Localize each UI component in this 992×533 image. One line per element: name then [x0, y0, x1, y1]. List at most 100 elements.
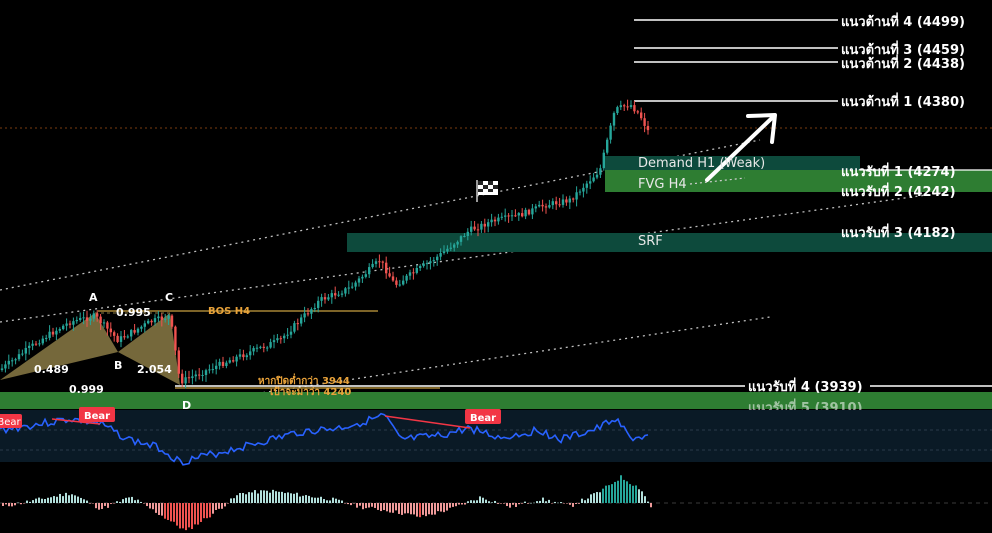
candle-body	[249, 351, 252, 356]
candle-body	[405, 275, 408, 281]
channel-line-lower	[179, 316, 771, 406]
macd-bar	[566, 503, 568, 504]
macd-bar	[257, 493, 259, 503]
candle-body	[245, 355, 248, 358]
macd-bar	[242, 492, 244, 503]
bear-badge-2: Bear	[79, 407, 115, 422]
candle-body	[323, 297, 327, 300]
macd-bar	[191, 503, 193, 530]
candle-body	[602, 152, 605, 169]
candle-body	[204, 370, 208, 375]
macd-bar	[557, 502, 559, 504]
macd-bar	[425, 503, 427, 517]
macd-bar	[410, 503, 412, 515]
resistance-4-label: แนวต้านที่ 4 (4499)	[841, 12, 965, 30]
candle-body	[58, 329, 61, 331]
macd-bar	[83, 499, 85, 503]
macd-bar	[614, 481, 616, 503]
candle-body	[633, 105, 636, 112]
candle-body	[221, 361, 225, 367]
candle-body	[201, 374, 204, 376]
candle-body	[476, 229, 480, 231]
candle-body	[415, 268, 418, 273]
macd-bar	[218, 503, 220, 509]
candle-body	[48, 331, 51, 338]
harmonic-pattern-left-fill	[0, 313, 118, 380]
candle-body	[164, 318, 167, 320]
macd-bar	[5, 503, 7, 505]
candle-body	[215, 365, 218, 370]
resistance-1-label: แนวต้านที่ 1 (4380)	[841, 92, 965, 110]
macd-bar	[326, 500, 328, 503]
candle-body	[483, 223, 486, 227]
candle-body	[177, 350, 180, 374]
macd-bar	[452, 503, 454, 507]
candle-body	[191, 376, 194, 379]
macd-bar	[233, 498, 235, 503]
macd-bar	[392, 503, 394, 513]
macd-bar	[518, 503, 520, 505]
candle-body	[116, 335, 119, 342]
macd-bar	[416, 503, 418, 517]
candle-body	[551, 201, 554, 206]
candle-body	[140, 326, 143, 329]
macd-bar	[320, 496, 322, 503]
candle-body	[381, 261, 384, 263]
candle-body	[242, 354, 245, 358]
candle-body	[68, 323, 72, 325]
candle-body	[599, 168, 602, 175]
candle-body	[109, 328, 112, 333]
candle-body	[4, 364, 7, 369]
pattern-point-a: A	[89, 291, 98, 304]
candle-body	[279, 338, 282, 340]
candle-body	[24, 347, 27, 354]
candle-body	[106, 322, 109, 329]
macd-bar	[527, 503, 529, 504]
macd-bar	[512, 503, 514, 505]
macd-bar	[149, 503, 151, 509]
macd-bar	[515, 503, 517, 507]
macd-bar	[302, 495, 304, 503]
macd-bar	[86, 500, 88, 503]
macd-bar	[239, 493, 241, 503]
macd-bar	[458, 503, 460, 505]
macd-bar	[173, 503, 175, 522]
candle-body	[402, 280, 405, 285]
macd-bar	[521, 503, 523, 504]
candle-body	[466, 231, 469, 237]
macd-bar	[125, 497, 127, 503]
macd-bar	[8, 503, 10, 507]
candle-body	[296, 323, 299, 325]
macd-bar	[203, 503, 205, 519]
svg-text:Bear: Bear	[0, 417, 22, 428]
candle-body	[497, 217, 500, 222]
macd-bar	[596, 492, 598, 503]
macd-bar	[194, 503, 196, 525]
candle-body	[561, 199, 565, 205]
macd-bar	[332, 497, 334, 503]
candle-body	[449, 247, 452, 249]
macd-bar	[134, 500, 136, 503]
macd-bar	[104, 503, 106, 506]
candle-body	[153, 318, 157, 323]
pattern-point-d: D	[182, 399, 191, 412]
macd-bar	[599, 492, 601, 503]
fvg-h4-zone	[605, 170, 992, 192]
macd-bar	[299, 496, 301, 503]
macd-bar	[290, 493, 292, 503]
macd-bar	[287, 492, 289, 503]
macd-bar	[644, 496, 646, 503]
candle-body	[170, 315, 174, 327]
macd-bar	[56, 496, 58, 503]
candle-body	[344, 288, 347, 294]
macd-bar	[395, 503, 397, 511]
pattern-point-b: B	[114, 359, 122, 372]
macd-bar	[101, 503, 103, 509]
macd-bar	[572, 503, 574, 507]
macd-bar	[611, 484, 613, 503]
macd-bar	[98, 503, 100, 510]
macd-bar	[50, 497, 52, 503]
demand-h1-label: Demand H1 (Weak)	[638, 156, 765, 171]
